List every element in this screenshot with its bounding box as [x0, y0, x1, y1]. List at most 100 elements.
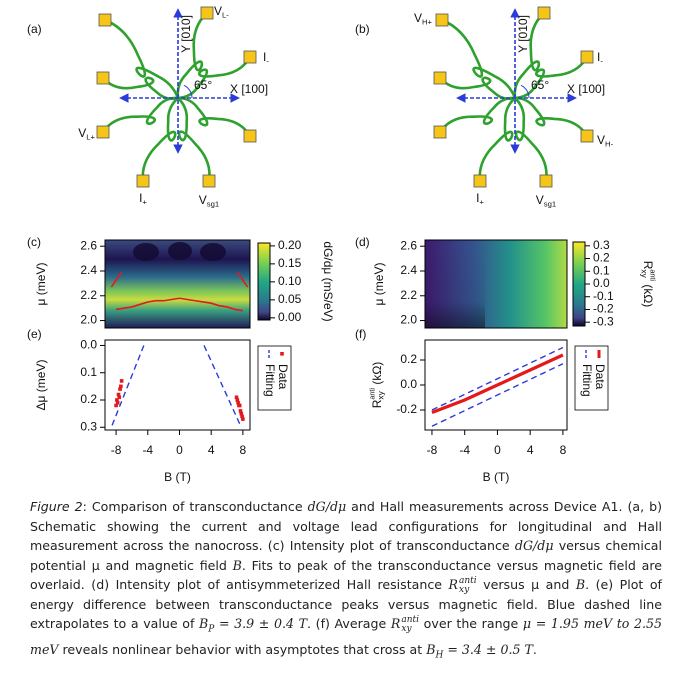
- math-base: B: [426, 642, 436, 658]
- contact-pad: [136, 174, 150, 188]
- data-point: [115, 398, 119, 402]
- caption-math: BH: [426, 642, 443, 661]
- x-tick-label: 4: [527, 443, 534, 457]
- heatmap-shade: [425, 240, 485, 328]
- math-base: R: [390, 616, 401, 631]
- y-axis-label-base: R: [370, 399, 384, 408]
- lead-label-base: V: [414, 11, 422, 25]
- x-tick-label: 8: [240, 443, 247, 457]
- contact-pad: [537, 6, 551, 20]
- x-tick-label: -8: [111, 443, 122, 457]
- lead-label-sub: +: [479, 197, 484, 206]
- axes-frame: [424, 239, 568, 329]
- fit-line: [431, 346, 564, 427]
- lead-label-base: V: [597, 133, 605, 147]
- math-sub: P: [208, 624, 215, 635]
- colorbar-label-base: R: [641, 261, 655, 270]
- y-tick-label: 2.0: [400, 313, 417, 327]
- contact-pad: [243, 129, 257, 143]
- caption-text: over the range: [419, 616, 523, 631]
- math-sup: anti: [459, 575, 477, 586]
- lead-label: I-: [597, 50, 603, 65]
- lead-wire: [513, 96, 589, 138]
- caption-text: = 3.4 ± 0.5 T: [443, 642, 533, 658]
- axis-y-label: Y [010]: [179, 15, 193, 53]
- lead-label-sub: +: [142, 197, 147, 206]
- data-point: [234, 395, 239, 400]
- lead-label-sub: sg1: [207, 199, 219, 208]
- lead-wire: [176, 96, 211, 183]
- math-script: anti xy: [401, 615, 419, 634]
- math-script: anti xy: [459, 575, 477, 595]
- lead-label-sub: -: [266, 56, 269, 65]
- colorbar-label: dG/dμ (mS/eV): [321, 241, 335, 321]
- data-point: [115, 400, 120, 405]
- axes-frame: [104, 339, 251, 431]
- lead-label-base: V: [199, 193, 207, 207]
- rotated-label: Rxyanti (kΩ): [639, 261, 657, 308]
- caption-text: Figure 2: [30, 499, 83, 514]
- colorbar-label-sub: xy: [639, 269, 649, 278]
- rotated-label: μ (meV): [372, 263, 386, 306]
- axis-y-label: Y [010]: [516, 15, 530, 53]
- lead-label: Vsg1: [536, 193, 556, 208]
- x-tick-label: 0: [176, 443, 183, 457]
- colorbar-tick-label: -0.2: [593, 302, 614, 316]
- rotated-label: Rxyanti (kΩ): [368, 362, 386, 409]
- y-tick-label: 2.0: [80, 313, 97, 327]
- rotated-label: dG/dμ (mS/eV): [321, 241, 335, 321]
- contact-pad: [473, 174, 487, 188]
- x-tick-label: -8: [427, 443, 438, 457]
- lead-wire: [478, 96, 517, 183]
- y-tick-label: 0.0: [80, 338, 97, 352]
- data-point: [241, 417, 245, 421]
- lead-label: VH-: [597, 133, 614, 148]
- panel-label: (e): [27, 327, 42, 341]
- axis-x-label: X [100]: [567, 82, 605, 96]
- caption-math: BP: [199, 616, 214, 635]
- lead-label-base: I: [139, 191, 142, 205]
- y-tick-label: 0.1: [80, 365, 97, 379]
- colorbar-tick-label: 0.00: [278, 310, 302, 324]
- caption-text: and Hall measurements across Device A1. …: [30, 499, 662, 553]
- lead-label-sub: L+: [86, 132, 95, 141]
- x-axis-label: B (T): [164, 470, 191, 484]
- panel-label: (b): [355, 22, 370, 36]
- x-tick-label: -4: [459, 443, 470, 457]
- data-line: [431, 353, 564, 414]
- y-tick-label: 2.6: [400, 238, 417, 252]
- caption-text: dG/dμ: [514, 538, 554, 553]
- caption-text: versus μ and: [476, 577, 576, 592]
- legend-label: Data: [593, 364, 607, 390]
- colorbar-tick-label: 0.15: [278, 256, 302, 270]
- rotated-label: Y [010]: [179, 15, 193, 53]
- x-tick-label: 0: [494, 443, 501, 457]
- angle-label: 65°: [531, 78, 549, 92]
- data-point: [235, 398, 240, 402]
- data-point: [119, 379, 124, 383]
- lead-wire: [513, 96, 548, 183]
- y-tick-label: 0.0: [400, 377, 417, 391]
- lead-label-sub: sg1: [544, 199, 556, 208]
- lead-label-sub: -: [600, 56, 603, 65]
- contact-pad: [580, 50, 594, 64]
- y-axis-label-sub: xy: [376, 390, 386, 399]
- lead-label-base: I: [263, 50, 266, 64]
- colorbar-tick-label: -0.1: [593, 289, 614, 303]
- math-base: R: [448, 577, 458, 592]
- lead-wire: [440, 18, 517, 100]
- panel-label: (f): [355, 327, 366, 341]
- lead-label: Vsg1: [199, 193, 219, 208]
- data-point: [118, 387, 122, 391]
- legend-marker: [280, 352, 284, 356]
- y-axis-label: μ (meV): [372, 263, 386, 306]
- contact-pad: [202, 174, 216, 188]
- y-axis-label-rest: (kΩ): [370, 362, 384, 388]
- colorbar: [572, 241, 586, 327]
- rotated-label: Δμ (meV): [34, 360, 48, 411]
- angle-arc: [520, 84, 530, 99]
- y-tick-label: 2.4: [400, 263, 417, 277]
- colorbar-tick-label: 0.10: [278, 274, 302, 288]
